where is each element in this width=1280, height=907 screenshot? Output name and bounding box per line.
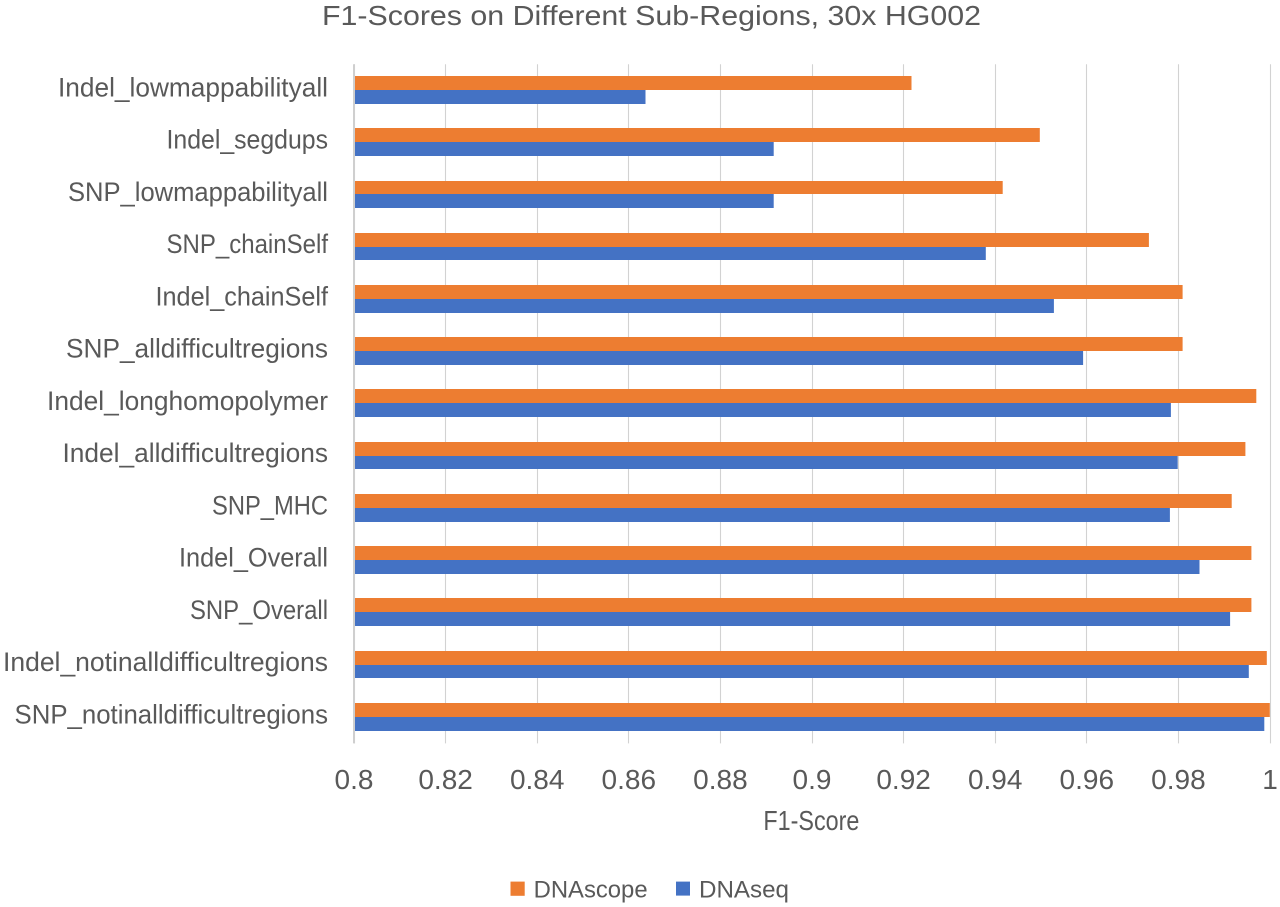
svg-text:0.86: 0.86 (602, 764, 657, 795)
svg-text:SNP_notinalldifficultregions: SNP_notinalldifficultregions (15, 699, 329, 729)
svg-text:0.92: 0.92 (876, 764, 931, 795)
svg-text:Indel_segdups: Indel_segdups (167, 125, 329, 155)
svg-text:Indel_longhomopolymer: Indel_longhomopolymer (47, 386, 328, 416)
svg-text:SNP_Overall: SNP_Overall (190, 595, 328, 625)
svg-text:0.98: 0.98 (1151, 764, 1206, 795)
svg-text:SNP_alldifficultregions: SNP_alldifficultregions (66, 334, 328, 364)
svg-text:DNAscope: DNAscope (534, 876, 648, 903)
svg-text:0.82: 0.82 (418, 764, 473, 795)
svg-text:SNP_lowmappabilityall: SNP_lowmappabilityall (68, 177, 328, 207)
svg-text:F1-Scores on Different Sub-Reg: F1-Scores on Different Sub-Regions, 30x … (322, 0, 981, 31)
svg-text:0.9: 0.9 (793, 764, 832, 795)
svg-text:0.96: 0.96 (1060, 764, 1115, 795)
svg-text:DNAseq: DNAseq (699, 876, 789, 903)
svg-text:Indel_alldifficultregions: Indel_alldifficultregions (63, 438, 329, 468)
svg-text:0.8: 0.8 (335, 764, 374, 795)
svg-text:SNP_chainSelf: SNP_chainSelf (167, 229, 329, 259)
svg-text:0.84: 0.84 (510, 764, 565, 795)
svg-text:1: 1 (1262, 764, 1278, 795)
svg-text:Indel_notinalldifficultregions: Indel_notinalldifficultregions (3, 647, 328, 677)
svg-text:F1-Score: F1-Score (763, 805, 859, 836)
svg-text:0.94: 0.94 (968, 764, 1023, 795)
svg-text:Indel_chainSelf: Indel_chainSelf (156, 281, 329, 311)
svg-text:Indel_Overall: Indel_Overall (179, 543, 328, 573)
svg-text:0.88: 0.88 (693, 764, 748, 795)
svg-text:Indel_lowmappabilityall: Indel_lowmappabilityall (58, 72, 328, 102)
svg-text:SNP_MHC: SNP_MHC (212, 490, 328, 520)
